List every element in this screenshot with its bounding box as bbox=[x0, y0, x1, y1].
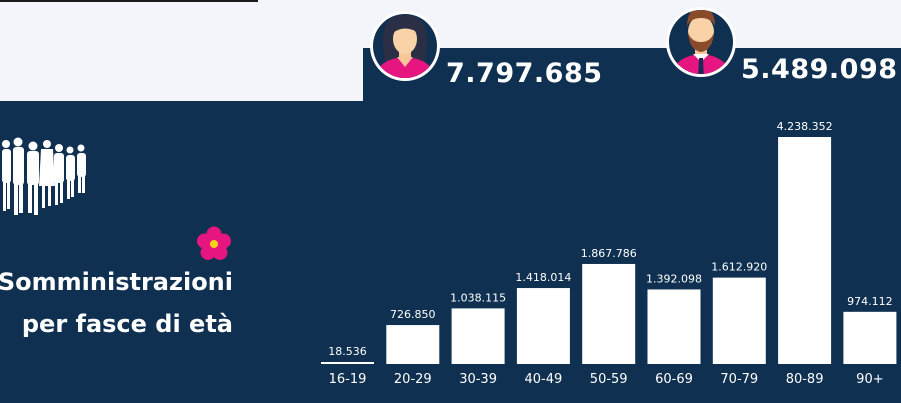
bar-70-79 bbox=[712, 277, 766, 364]
value-label-70-79: 1.612.920 bbox=[711, 261, 767, 274]
chart-title-line2: per fasce di età bbox=[21, 310, 233, 338]
bar-40-49 bbox=[516, 288, 570, 364]
category-label-90+: 90+ bbox=[856, 372, 883, 387]
category-label-50-59: 50-59 bbox=[590, 372, 628, 387]
bar-50-59 bbox=[582, 263, 636, 364]
bar-16-19 bbox=[321, 362, 374, 364]
value-label-80-89: 4.238.352 bbox=[777, 120, 833, 133]
category-label-70-79: 70-79 bbox=[720, 372, 758, 387]
chart-title-line1: Somministrazioni bbox=[0, 268, 233, 296]
woman-avatar-icon bbox=[370, 11, 440, 81]
bar-20-29 bbox=[386, 325, 440, 364]
men-count: 5.489.098 bbox=[741, 54, 898, 85]
value-label-20-29: 726.850 bbox=[390, 308, 436, 321]
value-label-60-69: 1.392.098 bbox=[646, 272, 702, 285]
category-label-80-89: 80-89 bbox=[786, 372, 824, 387]
top-divider bbox=[0, 0, 258, 2]
bar-80-89 bbox=[778, 137, 832, 364]
value-label-50-59: 1.867.786 bbox=[581, 247, 637, 260]
women-count: 7.797.685 bbox=[446, 58, 603, 89]
category-label-16-19: 16-19 bbox=[329, 372, 367, 387]
value-label-40-49: 1.418.014 bbox=[515, 271, 571, 284]
category-label-30-39: 30-39 bbox=[459, 372, 497, 387]
man-avatar-icon bbox=[666, 7, 736, 77]
bar-90+ bbox=[843, 311, 897, 364]
bar-60-69 bbox=[647, 289, 701, 364]
value-label-30-39: 1.038.115 bbox=[450, 291, 506, 304]
header-light-panel bbox=[0, 0, 363, 101]
value-label-90+: 974.112 bbox=[847, 295, 893, 308]
bar-30-39 bbox=[451, 308, 505, 364]
header-light-strip bbox=[363, 0, 901, 48]
category-label-20-29: 20-29 bbox=[394, 372, 432, 387]
primrose-flower-icon bbox=[197, 226, 231, 260]
people-crowd-icon bbox=[2, 137, 86, 215]
category-label-40-49: 40-49 bbox=[525, 372, 563, 387]
value-label-16-19: 18.536 bbox=[328, 345, 367, 358]
category-label-60-69: 60-69 bbox=[655, 372, 693, 387]
